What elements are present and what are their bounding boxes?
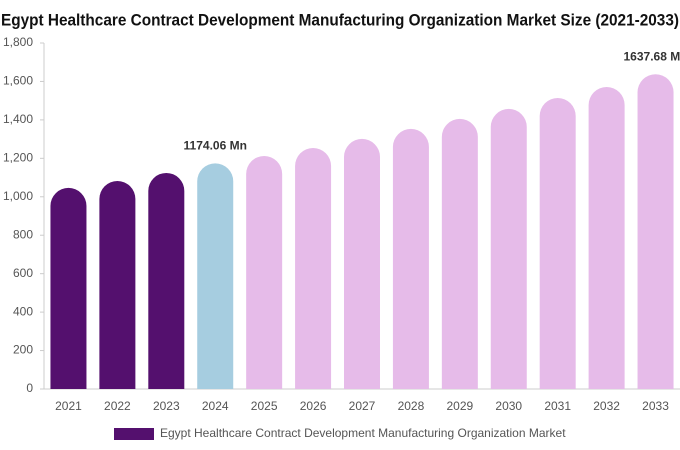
x-tick-label: 2028 [398, 399, 425, 413]
bar [392, 128, 429, 389]
x-tick-label: 2029 [446, 399, 473, 413]
y-tick-label: 600 [13, 266, 33, 280]
x-tick-label: 2030 [495, 399, 522, 413]
y-tick-label: 1,400 [3, 112, 33, 126]
y-tick-label: 1,600 [3, 74, 33, 88]
bar [637, 74, 674, 389]
bar [197, 163, 234, 389]
x-tick-label: 2023 [153, 399, 180, 413]
bar [246, 156, 283, 389]
bar [539, 97, 576, 389]
y-tick-label: 1,800 [3, 35, 33, 49]
y-tick-label: 1,000 [3, 189, 33, 203]
value-label: 1637.68 Mn [624, 49, 680, 63]
bar [99, 181, 136, 389]
x-tick-label: 2025 [251, 399, 278, 413]
bar [588, 87, 625, 389]
x-tick-label: 2026 [300, 399, 327, 413]
x-tick-label: 2031 [544, 399, 571, 413]
bar [441, 118, 478, 389]
x-tick-label: 2024 [202, 399, 229, 413]
bar [148, 172, 185, 389]
y-tick-label: 400 [13, 304, 33, 318]
x-tick-label: 2027 [349, 399, 376, 413]
y-tick-label: 200 [13, 343, 33, 357]
chart-title: Egypt Healthcare Contract Development Ma… [1, 10, 679, 29]
bar [490, 108, 527, 389]
y-tick-label: 1,200 [3, 151, 33, 165]
legend-label: Egypt Healthcare Contract Development Ma… [160, 426, 566, 440]
y-tick-label: 800 [13, 227, 33, 241]
x-tick-label: 2033 [642, 399, 669, 413]
x-tick-label: 2022 [104, 399, 131, 413]
bar [295, 147, 332, 389]
y-tick-label: 0 [26, 381, 33, 395]
legend-swatch [114, 428, 154, 440]
value-label: 1174.06 Mn [184, 138, 247, 152]
bar [50, 187, 87, 389]
x-tick-label: 2021 [55, 399, 82, 413]
bar [344, 138, 380, 389]
x-tick-label: 2032 [593, 399, 620, 413]
